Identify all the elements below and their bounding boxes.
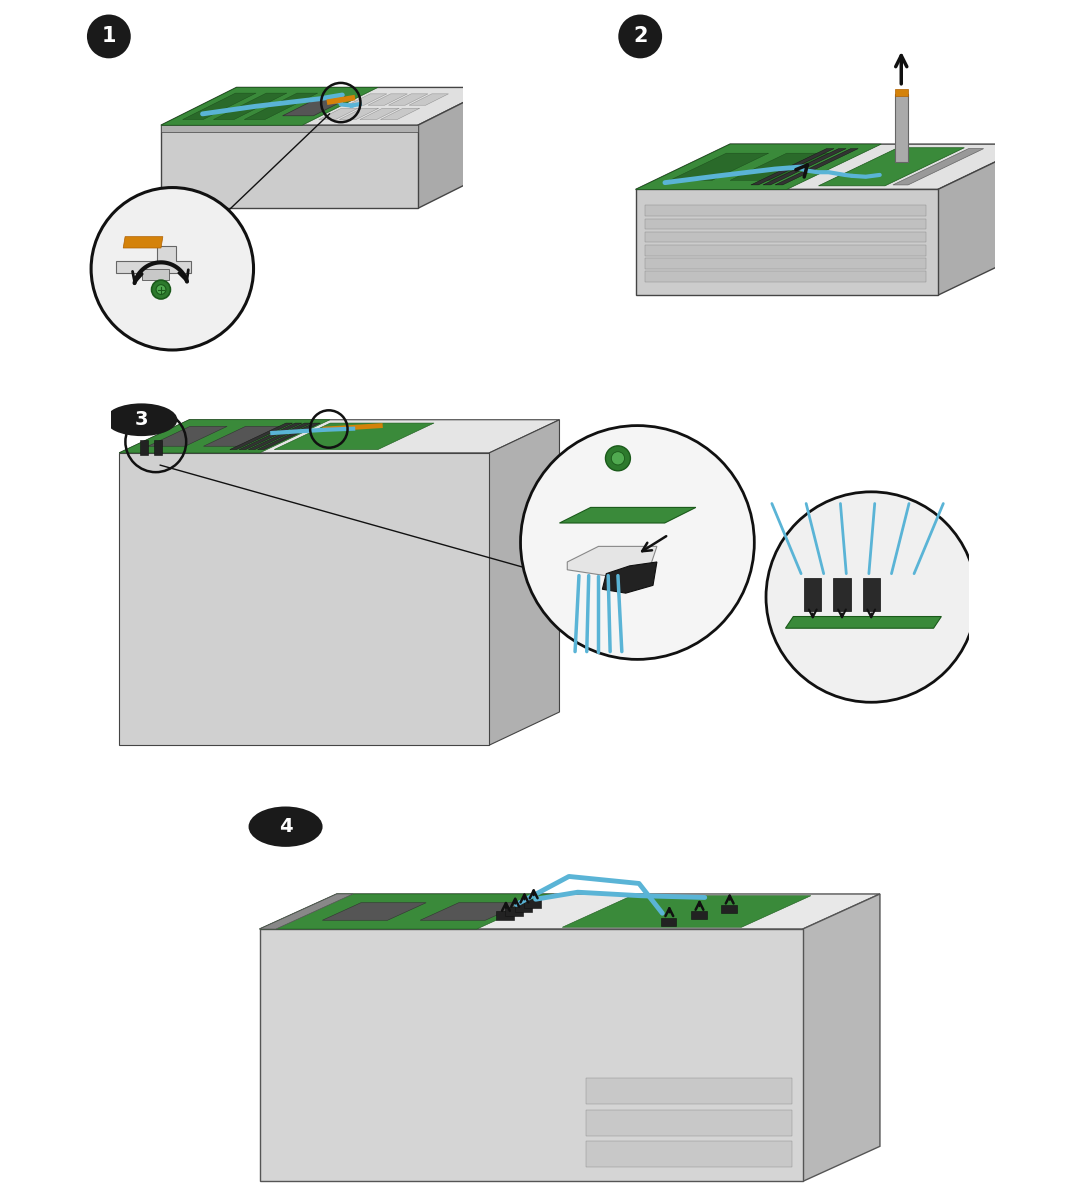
Circle shape	[521, 425, 754, 659]
Circle shape	[248, 807, 323, 847]
FancyBboxPatch shape	[661, 918, 676, 925]
Circle shape	[106, 404, 177, 436]
Polygon shape	[183, 93, 256, 120]
FancyBboxPatch shape	[153, 440, 162, 455]
FancyBboxPatch shape	[524, 899, 541, 908]
FancyBboxPatch shape	[645, 219, 926, 229]
Polygon shape	[893, 148, 984, 185]
Polygon shape	[259, 895, 880, 929]
Polygon shape	[730, 153, 829, 181]
Polygon shape	[819, 147, 964, 185]
FancyBboxPatch shape	[645, 271, 926, 282]
FancyBboxPatch shape	[585, 1078, 792, 1105]
Polygon shape	[636, 144, 1032, 189]
Polygon shape	[258, 423, 321, 449]
Polygon shape	[559, 507, 696, 523]
FancyBboxPatch shape	[585, 1140, 792, 1168]
Polygon shape	[161, 125, 418, 208]
Polygon shape	[368, 94, 407, 106]
FancyBboxPatch shape	[514, 903, 532, 912]
Polygon shape	[259, 895, 353, 929]
Polygon shape	[119, 419, 330, 453]
Polygon shape	[380, 108, 420, 120]
Polygon shape	[863, 577, 880, 611]
Circle shape	[151, 280, 171, 299]
Polygon shape	[248, 423, 311, 449]
Polygon shape	[802, 895, 880, 1181]
Polygon shape	[161, 88, 494, 125]
Polygon shape	[214, 93, 287, 120]
Polygon shape	[409, 94, 448, 106]
Polygon shape	[751, 148, 834, 185]
Circle shape	[606, 446, 631, 470]
Text: 2: 2	[633, 26, 648, 46]
FancyBboxPatch shape	[645, 258, 926, 268]
Polygon shape	[360, 108, 400, 120]
Circle shape	[86, 14, 131, 58]
Polygon shape	[203, 426, 283, 447]
Text: 1: 1	[102, 26, 117, 46]
Polygon shape	[603, 562, 657, 593]
FancyBboxPatch shape	[645, 232, 926, 242]
Polygon shape	[319, 108, 359, 120]
Polygon shape	[785, 617, 942, 628]
FancyBboxPatch shape	[895, 94, 908, 163]
Polygon shape	[259, 895, 554, 929]
Circle shape	[766, 492, 976, 702]
Polygon shape	[389, 94, 428, 106]
Circle shape	[157, 285, 166, 295]
FancyBboxPatch shape	[691, 911, 706, 920]
Polygon shape	[567, 546, 657, 577]
Polygon shape	[143, 268, 168, 280]
FancyBboxPatch shape	[140, 440, 148, 455]
Polygon shape	[937, 144, 1032, 296]
Text: 4: 4	[279, 817, 293, 836]
Circle shape	[91, 188, 254, 350]
Polygon shape	[148, 426, 227, 447]
Polygon shape	[339, 108, 379, 120]
Polygon shape	[230, 423, 293, 449]
Polygon shape	[489, 419, 559, 745]
FancyBboxPatch shape	[721, 905, 737, 912]
FancyBboxPatch shape	[505, 908, 523, 916]
Polygon shape	[244, 93, 318, 120]
Polygon shape	[775, 148, 859, 185]
Polygon shape	[636, 189, 937, 296]
Polygon shape	[274, 423, 434, 449]
Polygon shape	[563, 896, 811, 928]
FancyBboxPatch shape	[895, 89, 907, 96]
FancyBboxPatch shape	[645, 206, 926, 216]
FancyBboxPatch shape	[496, 911, 514, 921]
Polygon shape	[418, 88, 494, 208]
Polygon shape	[762, 148, 846, 185]
Polygon shape	[322, 903, 427, 921]
Circle shape	[611, 451, 624, 465]
Circle shape	[618, 14, 662, 58]
FancyBboxPatch shape	[585, 1110, 792, 1136]
Polygon shape	[348, 94, 387, 106]
Polygon shape	[161, 125, 418, 132]
Polygon shape	[636, 144, 881, 189]
Polygon shape	[123, 236, 163, 248]
FancyBboxPatch shape	[645, 245, 926, 255]
Polygon shape	[116, 246, 191, 272]
Polygon shape	[283, 97, 351, 115]
Polygon shape	[834, 577, 851, 611]
Polygon shape	[161, 88, 378, 125]
Polygon shape	[670, 153, 769, 181]
Polygon shape	[239, 423, 301, 449]
Polygon shape	[119, 453, 489, 745]
Polygon shape	[259, 929, 802, 1181]
Polygon shape	[805, 577, 821, 611]
Text: 3: 3	[135, 410, 148, 429]
Polygon shape	[119, 419, 559, 453]
Polygon shape	[420, 903, 524, 921]
